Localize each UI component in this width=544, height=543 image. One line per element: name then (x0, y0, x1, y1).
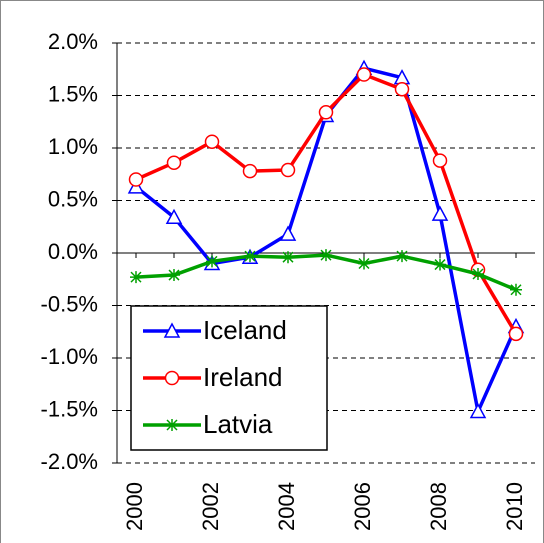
marker (396, 250, 408, 263)
marker (168, 269, 180, 282)
y-tick-label: -1.5% (41, 396, 98, 421)
y-tick-label: 1.0% (48, 134, 98, 159)
marker (204, 134, 220, 149)
marker (431, 205, 449, 221)
y-tick-label: -2.0% (41, 449, 98, 474)
y-tick-label: 0.0% (48, 239, 98, 264)
y-tick-label: 2.0% (48, 29, 98, 54)
marker (128, 172, 144, 187)
x-tick-label: 2002 (198, 482, 223, 531)
x-tick-label: 2008 (426, 482, 451, 531)
legend-marker (163, 322, 181, 338)
marker (394, 81, 410, 97)
marker (434, 258, 446, 271)
y-tick-label: 1.5% (48, 81, 98, 106)
marker (320, 249, 332, 262)
marker (165, 208, 183, 225)
marker (280, 162, 296, 178)
marker (356, 67, 372, 82)
legend-label: Iceland (203, 315, 287, 345)
legend-marker (166, 419, 178, 431)
x-tick-label: 2000 (122, 482, 147, 531)
marker (244, 250, 256, 263)
marker (432, 153, 448, 168)
legend-label: Latvia (203, 409, 273, 439)
marker (469, 402, 487, 419)
marker (508, 326, 524, 342)
marker (166, 155, 182, 170)
x-tick-label: 2004 (274, 482, 299, 531)
x-tick-label: 2010 (502, 482, 527, 531)
y-tick-label: -0.5% (41, 291, 98, 316)
marker (472, 268, 484, 280)
marker (279, 225, 297, 241)
y-tick-label: 0.5% (48, 186, 98, 211)
marker (318, 105, 334, 120)
marker (282, 251, 294, 264)
marker (130, 271, 142, 284)
marker (510, 283, 522, 296)
legend-marker (164, 370, 180, 386)
marker (242, 163, 258, 179)
legend-label: Ireland (203, 362, 283, 392)
marker (206, 255, 218, 268)
marker (358, 257, 370, 270)
y-tick-label: -1.0% (41, 344, 98, 369)
x-tick-label: 2006 (350, 482, 375, 531)
